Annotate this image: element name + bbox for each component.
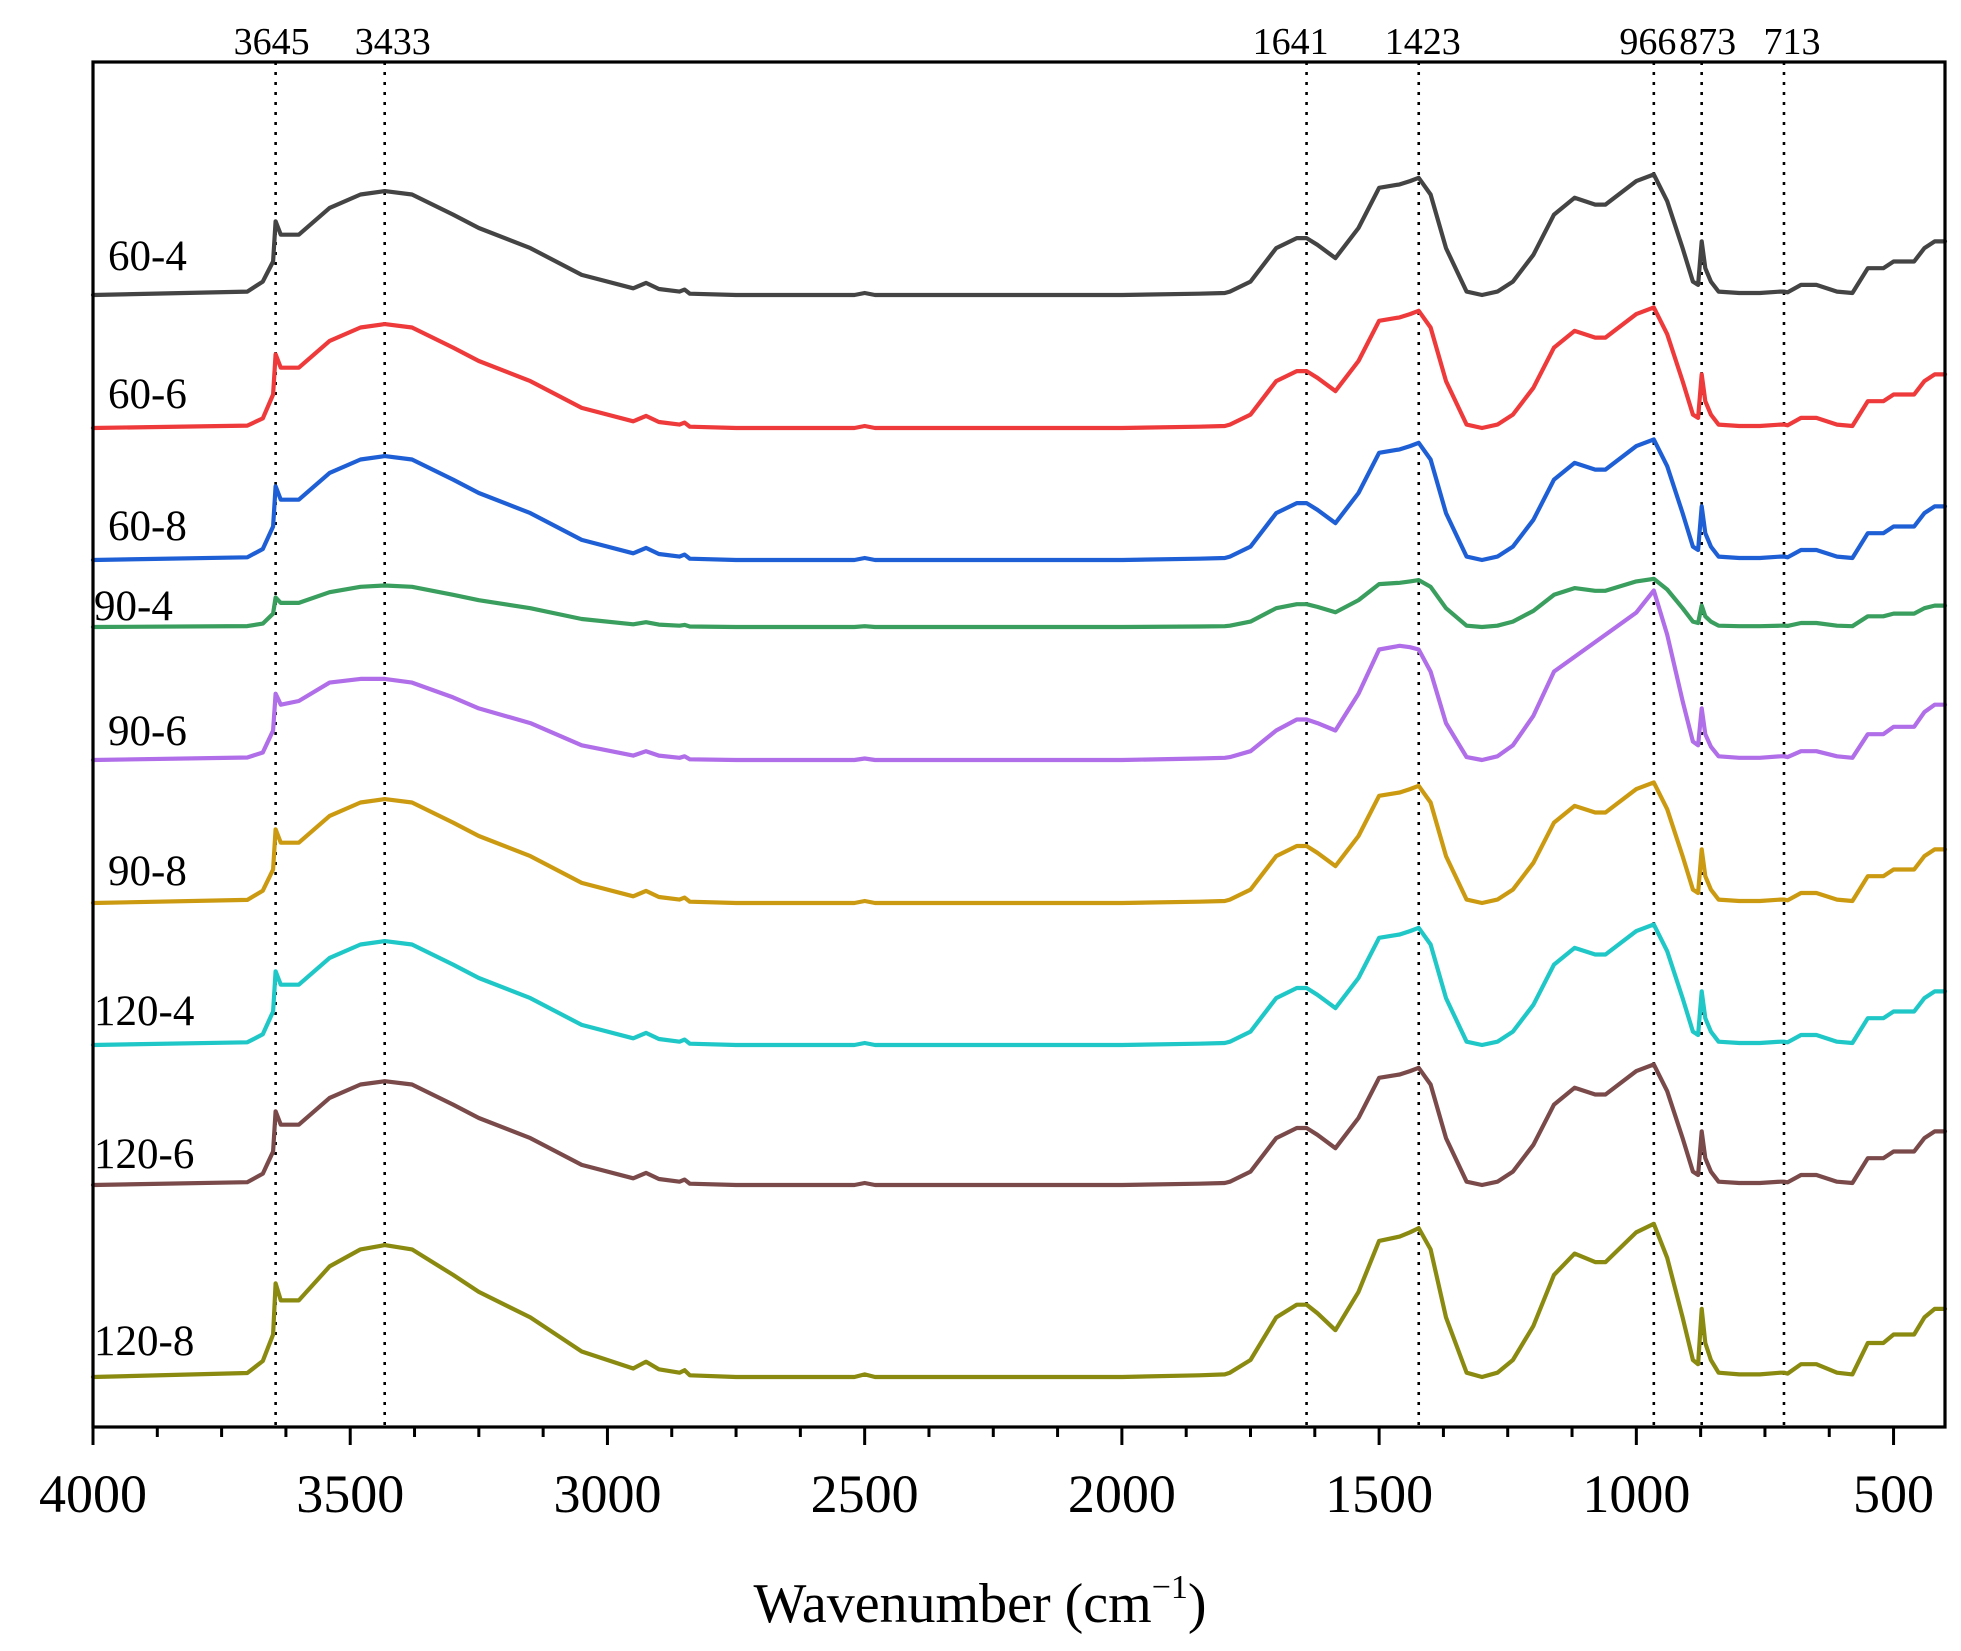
- series-label-120-8: 120-8: [94, 1318, 194, 1365]
- peak-label-3433: 3433: [355, 21, 431, 63]
- series-label-120-4: 120-4: [94, 988, 194, 1035]
- series-label-60-8: 60-8: [108, 503, 187, 550]
- series-label-90-8: 90-8: [108, 848, 187, 895]
- x-tick-label-1000: 1000: [1582, 1464, 1690, 1524]
- spectrum-line-90-8: [90, 780, 1948, 906]
- peak-label-873: 873: [1679, 21, 1736, 63]
- peak-labels: 3645 3433 1641 1423 966 873 713: [234, 21, 1821, 63]
- x-axis: 4000 3500 3000 2500 2000 1500 1000 500: [39, 1427, 1934, 1524]
- x-axis-title: Wavenumber (cm−1): [753, 1569, 1206, 1635]
- x-tick-label-2000: 2000: [1068, 1464, 1176, 1524]
- spectrum-line-60-6: [90, 305, 1948, 431]
- x-tick-label-3000: 3000: [553, 1464, 661, 1524]
- spectrum-line-120-6: [90, 1062, 1948, 1188]
- plot-frame: [91, 60, 1947, 1429]
- series-label-120-6: 120-6: [94, 1131, 194, 1178]
- x-tick-label-2500: 2500: [811, 1464, 919, 1524]
- peak-label-966: 966: [1619, 21, 1676, 63]
- peak-label-3645: 3645: [234, 21, 310, 63]
- x-tick-label-4000: 4000: [39, 1464, 147, 1524]
- peak-label-1423: 1423: [1385, 21, 1461, 63]
- spectrum-line-60-4: [90, 172, 1948, 298]
- spectrum-line-90-4: [90, 576, 1948, 630]
- series-labels: 60-4 60-6 60-8 90-4 90-6 90-8 120-4 120-6 120-8: [94, 233, 194, 1365]
- spectrum-line-60-8: [90, 437, 1948, 563]
- spectrum-line-120-4: [90, 922, 1948, 1048]
- spectrum-line-120-8: [90, 1221, 1948, 1380]
- series-label-90-4: 90-4: [94, 583, 173, 630]
- spectra-curves: [90, 172, 1948, 1380]
- series-label-60-6: 60-6: [108, 371, 187, 418]
- series-label-60-4: 60-4: [108, 233, 187, 280]
- spectrum-line-90-6: [90, 588, 1948, 763]
- peak-label-713: 713: [1763, 21, 1820, 63]
- series-label-90-6: 90-6: [108, 708, 187, 755]
- peak-reference-lines: [274, 62, 1786, 1427]
- x-tick-label-1500: 1500: [1325, 1464, 1433, 1524]
- x-tick-label-500: 500: [1853, 1464, 1934, 1524]
- peak-label-1641: 1641: [1253, 21, 1329, 63]
- x-tick-label-3500: 3500: [296, 1464, 404, 1524]
